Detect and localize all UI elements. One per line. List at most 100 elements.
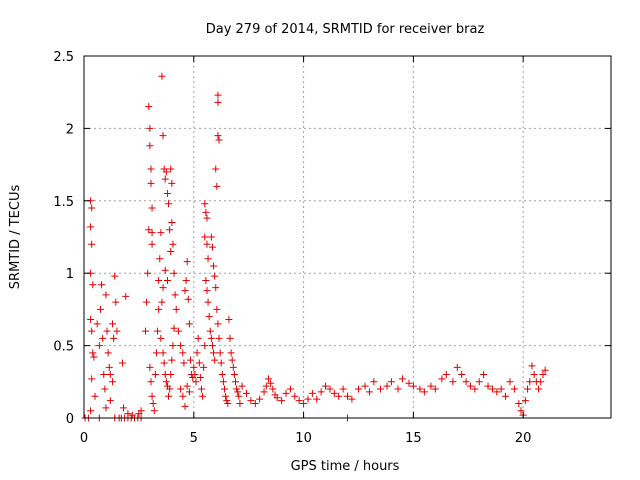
data-point xyxy=(155,276,163,284)
data-point xyxy=(488,385,496,393)
data-point xyxy=(148,392,156,400)
data-point xyxy=(214,91,222,99)
y-tick-label: 0 xyxy=(66,412,74,427)
data-point xyxy=(190,363,198,371)
data-point xyxy=(103,327,111,335)
data-point xyxy=(147,165,155,173)
data-point xyxy=(394,385,402,393)
data-point xyxy=(161,371,169,379)
data-point xyxy=(269,385,277,393)
axis-ticks: 0 5 10 15 20 0 0.5 1 1.5 2 2.5 xyxy=(53,50,611,446)
data-point xyxy=(196,373,204,381)
y-axis-label: SRMTID / TECUs xyxy=(8,185,23,290)
data-point xyxy=(431,385,439,393)
data-point xyxy=(148,240,156,248)
data-point xyxy=(98,281,106,289)
data-point xyxy=(207,233,215,241)
data-point xyxy=(211,272,219,280)
data-point xyxy=(89,281,97,289)
data-point xyxy=(405,379,413,387)
data-point xyxy=(170,324,178,332)
data-point xyxy=(273,394,281,402)
x-tick-label: 0 xyxy=(80,431,88,446)
data-point xyxy=(160,359,168,367)
data-point xyxy=(89,349,97,357)
data-point xyxy=(165,200,173,208)
data-point xyxy=(214,320,222,328)
data-point xyxy=(365,388,373,396)
data-point xyxy=(236,400,244,408)
data-point xyxy=(141,327,149,335)
data-point xyxy=(95,342,103,350)
data-point xyxy=(113,327,121,335)
data-point xyxy=(174,327,182,335)
data-point xyxy=(214,132,222,140)
data-point xyxy=(100,371,108,379)
data-point xyxy=(185,320,193,328)
data-point xyxy=(200,363,208,371)
data-point xyxy=(291,392,299,400)
data-point xyxy=(282,389,290,397)
data-point xyxy=(304,395,312,403)
data-point xyxy=(227,349,235,357)
data-point xyxy=(181,287,189,295)
data-point xyxy=(158,298,166,306)
data-point xyxy=(208,342,216,350)
data-point xyxy=(90,353,98,361)
data-point xyxy=(537,378,545,386)
data-point xyxy=(217,359,225,367)
data-point xyxy=(163,382,171,390)
data-point xyxy=(233,385,241,393)
data-point xyxy=(192,378,200,386)
data-point xyxy=(167,165,175,173)
data-point xyxy=(229,363,237,371)
data-point xyxy=(409,382,417,390)
data-point xyxy=(218,371,226,379)
data-point xyxy=(167,247,175,255)
data-point xyxy=(161,266,169,274)
x-tick-label: 15 xyxy=(405,431,422,446)
data-point xyxy=(122,292,130,300)
grid xyxy=(84,56,611,418)
data-point xyxy=(166,226,174,234)
data-point xyxy=(88,204,96,212)
data-point xyxy=(165,392,173,400)
data-point xyxy=(286,385,294,393)
data-point xyxy=(528,362,536,370)
data-point xyxy=(208,243,216,251)
data-point xyxy=(146,363,154,371)
data-point xyxy=(197,385,205,393)
data-point xyxy=(278,397,286,405)
data-point xyxy=(453,363,461,371)
data-point xyxy=(87,407,95,415)
data-point xyxy=(104,349,112,357)
data-point xyxy=(124,410,132,418)
data-point xyxy=(186,356,194,364)
data-point xyxy=(262,382,270,390)
data-point xyxy=(168,179,176,187)
data-point xyxy=(203,214,211,222)
data-point xyxy=(510,385,518,393)
data-point xyxy=(376,385,384,393)
data-point xyxy=(91,392,99,400)
data-point xyxy=(225,316,233,324)
data-point xyxy=(203,287,211,295)
data-point xyxy=(466,382,474,390)
data-point xyxy=(102,291,110,299)
data-point xyxy=(181,402,189,410)
data-point xyxy=(193,349,201,357)
data-point xyxy=(154,327,162,335)
data-point xyxy=(493,388,501,396)
data-point xyxy=(88,327,96,335)
data-point xyxy=(204,255,212,263)
data-point xyxy=(322,382,330,390)
data-point xyxy=(267,379,275,387)
data-point xyxy=(120,404,128,412)
data-point xyxy=(202,208,210,216)
data-point xyxy=(182,276,190,284)
data-point xyxy=(471,385,479,393)
data-point xyxy=(230,371,238,379)
data-point xyxy=(159,132,167,140)
y-tick-label: 2.5 xyxy=(53,50,74,65)
data-point xyxy=(232,378,240,386)
